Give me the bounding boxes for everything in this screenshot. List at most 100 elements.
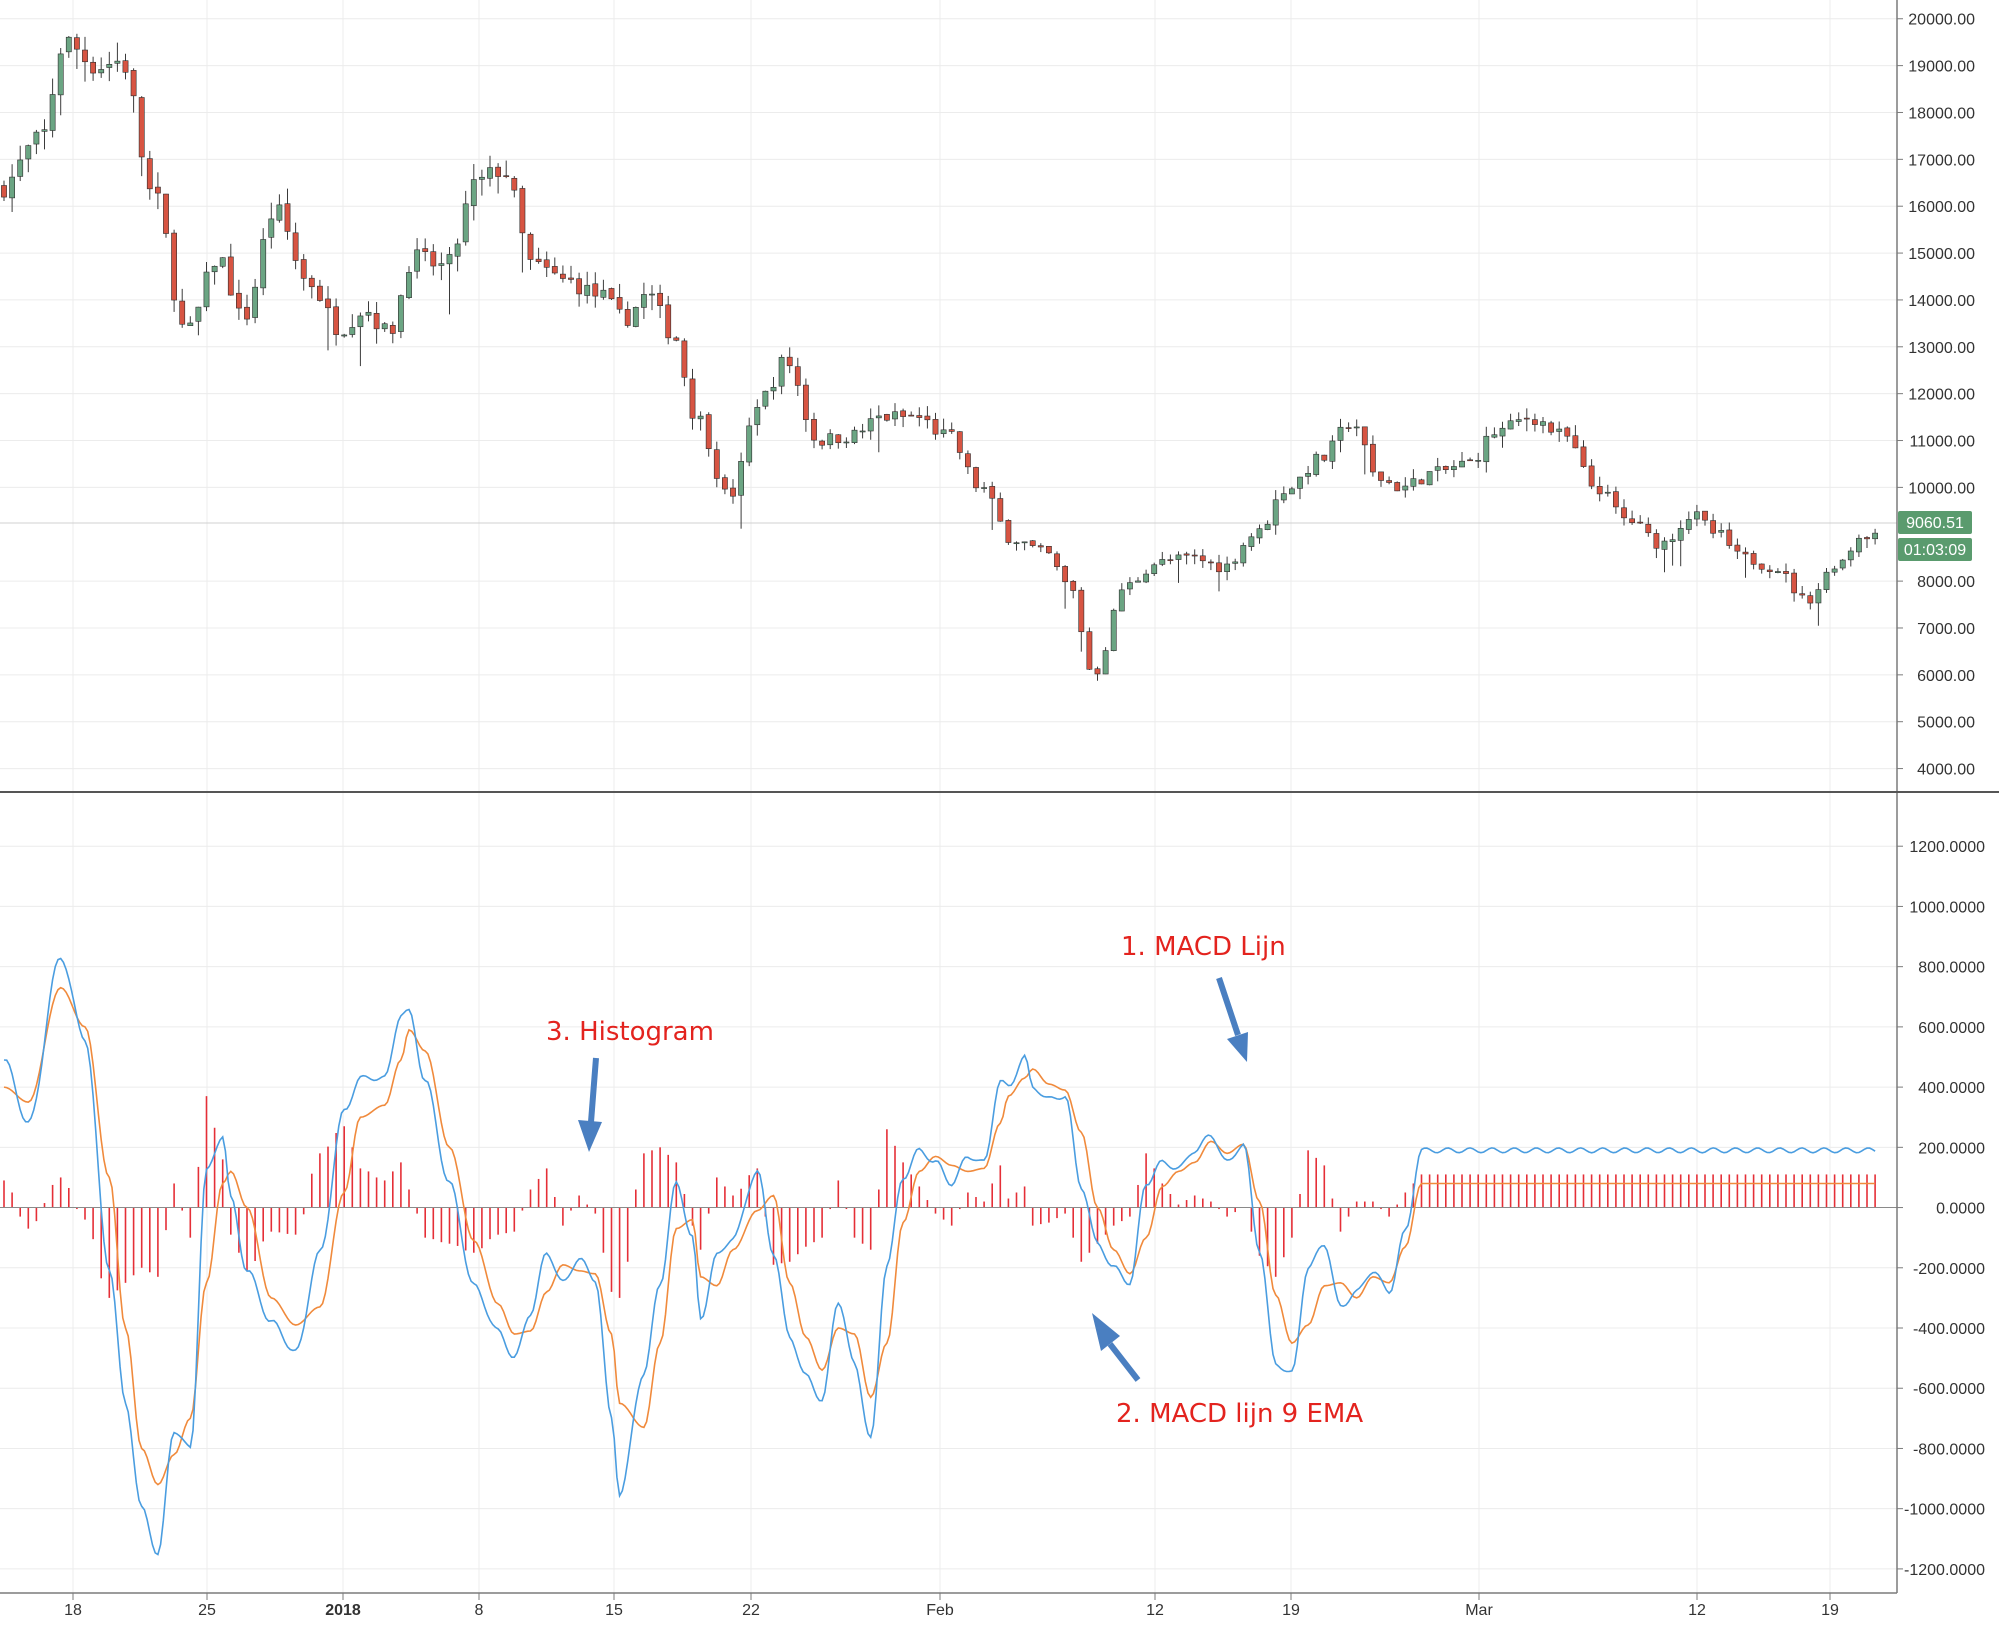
candle-up [762,390,769,407]
candle-down [1062,566,1068,583]
candle-down [811,419,817,441]
candle-down [786,356,793,367]
candle-up [349,327,356,335]
candle-down [576,278,582,295]
candle-down [608,288,615,300]
candle-up [1459,460,1465,468]
candle-up [875,415,882,419]
candle-down [932,419,939,435]
candle-down [730,487,736,497]
candle-up [1694,511,1700,520]
countdown-tag: 01:03:09 [1898,538,1972,561]
candle-down [681,340,688,378]
candle-up [195,306,202,322]
candle-down [1046,545,1052,554]
candle-up [738,461,744,496]
candle-up [114,60,121,64]
candle-down [373,312,380,330]
candle-down [82,49,88,63]
price-tick-label: 19000.00 [1908,59,1975,76]
candle-down [689,378,696,419]
candle-down [551,266,558,274]
candle-down [527,233,534,260]
candle-down [900,410,906,417]
candle-down [713,449,720,479]
candle-down [624,309,631,326]
candle-down [616,297,623,310]
candle-down [1037,545,1044,548]
price-tick-label: 8000.00 [1917,574,1975,591]
candle-down [794,366,801,386]
price-y-axis[interactable]: 20000.00 19000.00 18000.00 17000.00 16000.00… [1897,12,1975,779]
macd-tick-label: 1000.0000 [1909,899,1985,916]
candle-down [543,259,550,268]
candle-down [1199,555,1206,562]
candle-down [673,337,680,341]
candle-up [260,239,267,289]
annotation-histogram: 3. Histogram [546,1017,714,1047]
candle-down [1086,631,1093,670]
candle-down [1637,521,1644,524]
candle-down [1807,595,1814,604]
candle-down [495,166,501,177]
candle-up [1159,559,1166,565]
x-tick-label: 2018 [325,1602,361,1619]
price-tick-label: 5000.00 [1917,715,1975,732]
candle-down [1054,553,1060,567]
macd-tick-label: 400.0000 [1918,1080,1985,1097]
macd-line-series [3,957,1876,1556]
candle-up [778,356,785,387]
candle-up [268,218,275,238]
price-tick-label: 11000.00 [1909,434,1975,451]
candle-up [697,415,704,420]
macd-tick-label: 0.0000 [1936,1201,1985,1218]
candle-down [138,97,145,158]
time-x-axis[interactable]: 18 25 2018 8 15 22 Feb 12 19 Mar 12 19 [64,1593,1839,1619]
candle-up [600,289,607,298]
price-tick-label: 14000.00 [1908,293,1975,310]
candle-down [292,232,299,261]
candle-down [1183,553,1190,556]
signal-line-series [3,986,1876,1486]
candle-up [1839,559,1846,569]
candle-up [252,286,258,318]
candle-down [1645,523,1652,534]
macd-y-axis[interactable]: 1200.0000 1000.0000 800.0000 600.0000 400.00… [1897,839,1985,1579]
candle-down [146,158,153,190]
x-tick-label: 25 [198,1602,216,1619]
candle-down [916,415,923,418]
candle-up [98,69,105,74]
candle-up [1256,528,1263,539]
macd-tick-label: 1200.0000 [1909,839,1985,856]
candle-up [1499,427,1506,437]
candle-up [1143,573,1149,583]
candle-up [1175,554,1182,560]
candle-up [1337,426,1344,441]
candle-up [1856,537,1862,553]
candle-down [1702,510,1708,521]
candle-down [1791,572,1797,594]
candle-down [90,61,96,74]
candle-down [956,431,963,453]
candle-down [1742,551,1749,555]
candle-down [1078,589,1085,633]
candle-down [989,486,996,499]
candle-up [649,293,655,296]
candle-up [1280,493,1287,501]
candle-up [1232,561,1239,564]
candle-up [1297,476,1303,489]
candle-up [1289,488,1295,495]
candle-up [381,323,388,330]
macd-tick-label: -1200.0000 [1904,1562,1985,1579]
candle-up [1556,428,1563,432]
macd-tick-label: -600.0000 [1913,1381,1985,1398]
arrow-to-signal-line [1092,1313,1141,1382]
candle-down [1750,553,1757,565]
candle-up [1540,421,1546,426]
candle-up [1127,582,1133,590]
macd-tick-label: 600.0000 [1918,1020,1985,1037]
candle-down [1532,419,1538,425]
candle-up [1402,485,1409,491]
candle-down [1621,507,1627,519]
candle-up [1669,539,1676,543]
